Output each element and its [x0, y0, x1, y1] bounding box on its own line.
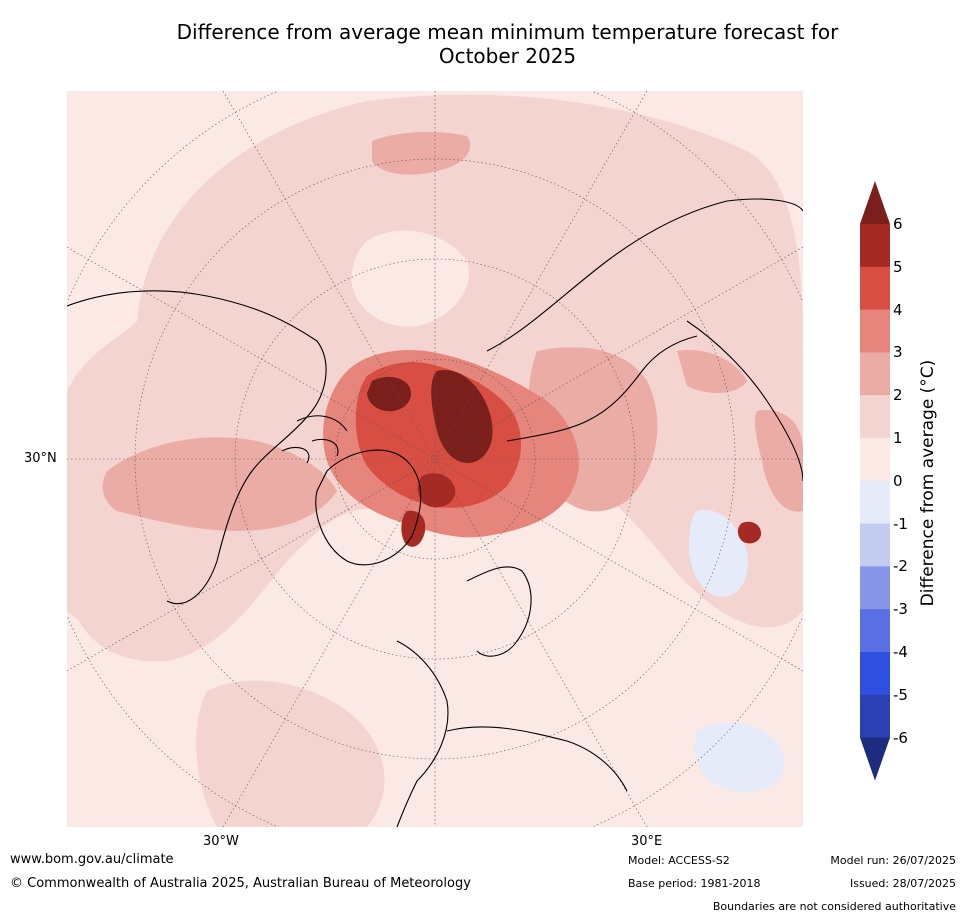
colorbar-bin — [860, 395, 890, 439]
coastline-canadian-archipelago — [281, 415, 348, 464]
chart-title: Difference from average mean minimum tem… — [60, 20, 955, 68]
colorbar-tick-label: 1 — [893, 429, 903, 447]
colorbar-tick-label: -2 — [893, 557, 908, 576]
footer-copyright: © Commonwealth of Australia 2025, Austra… — [10, 876, 471, 891]
colorbar-tick-label: -6 — [893, 728, 908, 747]
map-svg — [67, 91, 803, 827]
anomaly-5-6-greenland-coast — [401, 510, 426, 547]
model-run-label: Model run: 26/07/2025 — [830, 854, 956, 867]
coastlines — [67, 198, 803, 827]
colorbar-bin — [860, 480, 890, 525]
colorbar-tick-label: -4 — [893, 643, 908, 661]
lon-label-30e: 30°E — [631, 834, 663, 849]
colorbar-bin — [860, 352, 890, 396]
base-period-label: Base period: 1981-2018 — [628, 877, 761, 890]
model-label: Model: ACCESS-S2 — [628, 854, 730, 867]
colorbar-tick-label: 5 — [893, 257, 903, 276]
anomaly-2-3-east-lower — [754, 410, 803, 512]
anomaly-minus1-0-asia — [688, 510, 748, 597]
issued-label: Issued: 28/07/2025 — [849, 877, 956, 890]
anomaly-5-6-arctic-a — [367, 376, 412, 412]
coastline-eurasia-north — [486, 198, 803, 352]
meridian-diagonal-4 — [67, 246, 803, 672]
colorbar-tick-label: -1 — [893, 514, 908, 533]
coastline-north-america — [67, 290, 327, 605]
forecast-map — [67, 91, 803, 827]
colorbar-tick-label: 0 — [893, 471, 903, 490]
boundaries-note: Boundaries are not considered authoritat… — [712, 900, 956, 913]
colorbar-tick-label: -3 — [893, 600, 908, 619]
lat-label-30n: 30°N — [24, 451, 57, 466]
title-line-1: Difference from average mean minimum tem… — [176, 20, 839, 44]
anomaly-5-6-arctic-b — [431, 370, 493, 463]
lon-label-30w: 30°W — [203, 834, 239, 849]
footer-url: www.bom.gov.au/climate — [10, 852, 174, 867]
colorbar-bin — [860, 309, 890, 353]
colorbar-tick-label: 2 — [893, 386, 903, 405]
colorbar-bin — [860, 694, 890, 739]
coastline-asia-east — [686, 320, 803, 482]
colorbar-bin — [860, 609, 890, 653]
colorbar-bin — [860, 566, 890, 610]
coastline-scandinavia — [466, 566, 532, 657]
colorbar-bin — [860, 523, 890, 567]
colorbar-bin — [860, 224, 890, 268]
anomaly-2-3-west-ring — [102, 437, 338, 531]
colorbar-under-arrow — [860, 737, 890, 781]
coastline-greenland — [315, 449, 422, 566]
coastline-mediterranean — [446, 726, 628, 792]
colorbar-tick-label: 3 — [893, 343, 903, 362]
anomaly-5-6-arctic-c — [417, 473, 456, 508]
colorbar-bin — [860, 652, 890, 696]
coastline-siberia — [506, 335, 698, 442]
anomaly-2-3-east — [677, 350, 747, 393]
colorbar — [860, 181, 890, 781]
colorbar-over-arrow — [860, 181, 890, 224]
colorbar-label: Difference from average (°C) — [918, 359, 938, 607]
colorbar-tick-label: 4 — [893, 300, 903, 319]
colorbar-bin — [860, 438, 890, 482]
graticule — [67, 91, 803, 827]
colorbar-tick-label: 6 — [893, 215, 903, 233]
anomaly-2-3-alaska — [372, 131, 471, 175]
title-line-2: October 2025 — [438, 44, 577, 68]
anomaly-0-1-arctic-gap — [351, 230, 469, 327]
anomaly-5-6-tibet-spot — [737, 521, 762, 544]
coastline-europe — [396, 640, 449, 827]
anomaly-1-2-south-atlantic — [196, 680, 385, 827]
colorbar-bin — [860, 266, 890, 311]
colorbar-tick-label: -5 — [893, 685, 908, 704]
anomaly-minus1-0-southeast — [694, 722, 785, 792]
